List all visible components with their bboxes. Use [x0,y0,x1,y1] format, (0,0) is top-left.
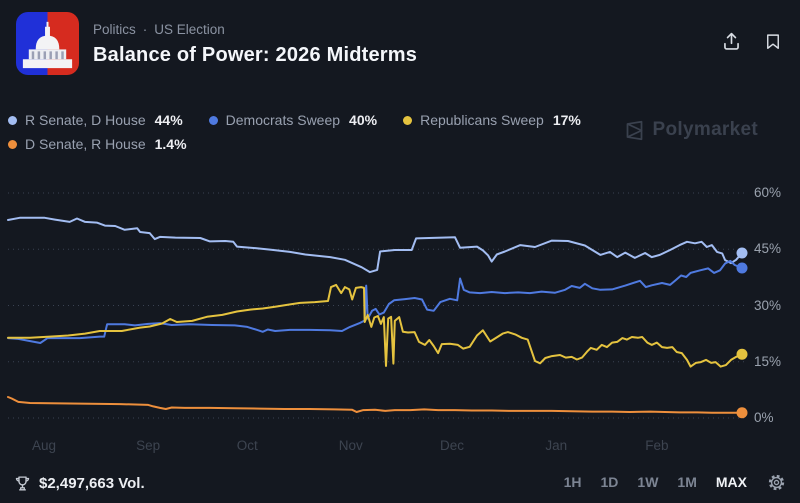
settings-gear-icon[interactable] [767,473,786,492]
header: Politics · US Election Balance of Power:… [16,12,417,75]
series-line-democrats-sweep [7,259,743,344]
legend-item-d-senate-r-house[interactable]: D Senate, R House 1.4% [8,136,187,152]
series-dot-blue [208,115,218,125]
series-end-dot [736,262,748,274]
volume: $2,497,663 Vol. [14,475,145,492]
y-axis-label: 0% [754,410,774,425]
timeframe-1m[interactable]: 1M [677,474,697,490]
y-axis-label: 60% [754,185,782,200]
bookmark-icon[interactable] [764,30,782,53]
header-text: Politics · US Election Balance of Power:… [93,20,417,67]
series-line-r-senate-d-house [7,216,743,274]
timeframe-1w[interactable]: 1W [637,474,659,490]
event-thumbnail [16,12,79,75]
x-axis-label: Dec [440,438,465,453]
legend-value: 17% [552,112,581,128]
y-axis-label: 30% [754,297,782,313]
legend-item-democrats-sweep[interactable]: Democrats Sweep 40% [208,112,378,128]
polymarket-logo-icon [626,120,642,140]
price-chart[interactable]: 60% 45% 30% 15% 0% Aug Sep Oct Nov Dec Jan Feb [0,170,800,460]
timeframe-1d[interactable]: 1D [600,474,619,490]
legend-row-2: D Senate, R House 1.4% [8,132,581,156]
page-title: Balance of Power: 2026 Midterms [93,44,418,66]
x-axis-label: Aug [31,438,56,453]
trophy-icon [15,476,30,491]
watermark-text: Polymarket [652,119,758,140]
series-end-dot [736,348,748,360]
x-axis-label: Oct [236,438,258,453]
series-end-dot [736,407,748,419]
breadcrumb-category[interactable]: Politics [93,22,136,37]
legend-label: D Senate, R House [25,136,146,152]
series-line-d-senate-r-house [7,396,743,414]
capitol-image [16,12,79,75]
header-actions [721,30,782,53]
series-dot-yellow [403,115,413,125]
legend-item-republicans-sweep[interactable]: Republicans Sweep 17% [403,112,581,128]
share-icon[interactable] [721,30,742,53]
footer-bar: $2,497,663 Vol. 1H 1D 1W 1M MAX [0,461,800,503]
legend-value: 1.4% [154,136,187,152]
timeframe-selector: 1H 1D 1W 1M MAX [559,470,786,494]
legend-item-r-senate-d-house[interactable]: R Senate, D House 44% [8,112,183,128]
series-dot-lightblue [8,115,17,125]
chart-canvas[interactable] [0,170,800,460]
series-line-republicans-sweep [7,283,743,368]
x-axis-label: Jan [545,438,568,453]
legend-label: Democrats Sweep [225,112,341,128]
legend-label: Republicans Sweep [420,112,544,128]
polymarket-watermark: Polymarket [624,119,758,141]
volume-text: $2,497,663 Vol. [39,475,145,492]
timeframe-1h[interactable]: 1H [563,474,582,490]
timeframe-max[interactable]: MAX [715,474,747,490]
series-dot-orange [8,139,17,149]
y-axis-label: 15% [754,353,782,369]
legend-row-1: R Senate, D House 44% Democrats Sweep 40… [8,108,581,132]
x-axis-label: Nov [338,438,363,453]
y-axis-label: 45% [754,241,782,257]
breadcrumb-separator: · [142,22,148,37]
breadcrumb-event[interactable]: US Election [154,22,225,37]
series-end-dot [736,247,748,259]
x-axis-label: Sep [136,438,161,453]
legend-label: R Senate, D House [25,112,146,128]
x-axis-label: Feb [645,438,669,453]
chart-legend: R Senate, D House 44% Democrats Sweep 40… [8,108,581,156]
legend-value: 44% [154,112,183,128]
breadcrumb: Politics · US Election [93,22,417,37]
legend-value: 40% [349,112,378,128]
